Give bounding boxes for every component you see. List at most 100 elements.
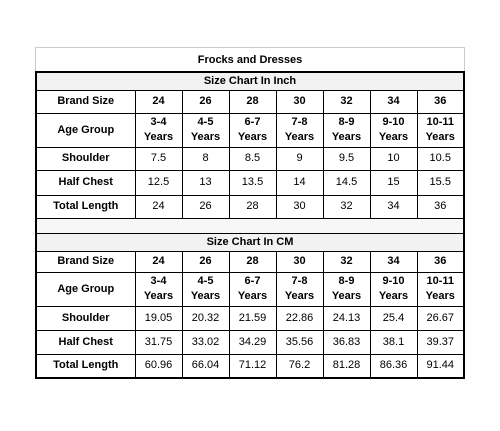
cell: 60.96 bbox=[134, 353, 183, 379]
table-row: Half Chest 12.5 13 13.5 14 14.5 15 15.5 bbox=[35, 169, 465, 196]
cell: 7.5 bbox=[134, 146, 183, 171]
cell: 9.5 bbox=[322, 146, 371, 171]
cell: 10-11 Years bbox=[416, 271, 465, 307]
cell: 26.67 bbox=[416, 305, 465, 331]
cell: 30 bbox=[275, 194, 324, 219]
table-row: Age Group 3-4 Years 4-5 Years 6-7 Years 7-8 … bbox=[35, 271, 465, 307]
cell: 9-10 Years bbox=[369, 112, 418, 148]
section-heading: Size Chart In CM bbox=[35, 232, 465, 252]
cell: 33.02 bbox=[181, 329, 230, 355]
cell: 28 bbox=[228, 250, 277, 273]
cell: 7-8 Years bbox=[275, 112, 324, 148]
table-row: Shoulder 19.05 20.32 21.59 22.86 24.13 25.4 26.… bbox=[35, 305, 465, 331]
section-heading: Size Chart In Inch bbox=[35, 71, 465, 91]
cell: 34 bbox=[369, 250, 418, 273]
cell: 38.1 bbox=[369, 329, 418, 355]
row-label: Shoulder bbox=[35, 305, 136, 331]
cell: 36 bbox=[416, 89, 465, 114]
row-label: Half Chest bbox=[35, 329, 136, 355]
cell: 4-5 Years bbox=[181, 112, 230, 148]
cell: 91.44 bbox=[416, 353, 465, 379]
cell: 14 bbox=[275, 169, 324, 196]
cell: 81.28 bbox=[322, 353, 371, 379]
row-label: Half Chest bbox=[35, 169, 136, 196]
cell: 4-5 Years bbox=[181, 271, 230, 307]
section-heading-row: Size Chart In Inch bbox=[35, 71, 465, 91]
cell: 39.37 bbox=[416, 329, 465, 355]
row-label: Brand Size bbox=[35, 89, 136, 114]
cell: 86.36 bbox=[369, 353, 418, 379]
cell: 31.75 bbox=[134, 329, 183, 355]
row-label: Total Length bbox=[35, 353, 136, 379]
cell: 36 bbox=[416, 250, 465, 273]
cell: 19.05 bbox=[134, 305, 183, 331]
cell: 8 bbox=[181, 146, 230, 171]
table-row: Age Group 3-4 Years 4-5 Years 6-7 Years 7-8 … bbox=[35, 112, 465, 148]
table-row: Total Length 60.96 66.04 71.12 76.2 81.28 86.3… bbox=[35, 353, 465, 379]
cell: 14.5 bbox=[322, 169, 371, 196]
chart-title: Frocks and Dresses bbox=[35, 47, 465, 71]
cell: 76.2 bbox=[275, 353, 324, 379]
table-row: Total Length 24 26 28 30 32 34 36 bbox=[35, 194, 465, 219]
table-row: Brand Size 24 26 28 30 32 34 36 bbox=[35, 250, 465, 273]
cell: 28 bbox=[228, 89, 277, 114]
cell: 66.04 bbox=[181, 353, 230, 379]
cell: 30 bbox=[275, 250, 324, 273]
cell: 20.32 bbox=[181, 305, 230, 331]
cell: 3-4 Years bbox=[134, 271, 183, 307]
cell: 24 bbox=[134, 250, 183, 273]
row-label: Total Length bbox=[35, 194, 136, 219]
cell: 10 bbox=[369, 146, 418, 171]
cell: 35.56 bbox=[275, 329, 324, 355]
cell: 6-7 Years bbox=[228, 112, 277, 148]
table-row: Brand Size 24 26 28 30 32 34 36 bbox=[35, 89, 465, 114]
cell: 15.5 bbox=[416, 169, 465, 196]
cell: 32 bbox=[322, 194, 371, 219]
cell: 28 bbox=[228, 194, 277, 219]
cell: 32 bbox=[322, 89, 371, 114]
cell: 26 bbox=[181, 194, 230, 219]
cell: 32 bbox=[322, 250, 371, 273]
cell: 7-8 Years bbox=[275, 271, 324, 307]
table-row: Half Chest 31.75 33.02 34.29 35.56 36.83 38.1 3… bbox=[35, 329, 465, 355]
cell: 36.83 bbox=[322, 329, 371, 355]
cell: 8.5 bbox=[228, 146, 277, 171]
row-label: Age Group bbox=[35, 271, 136, 307]
cell: 30 bbox=[275, 89, 324, 114]
cell: 15 bbox=[369, 169, 418, 196]
cell: 10.5 bbox=[416, 146, 465, 171]
row-label: Age Group bbox=[35, 112, 136, 148]
cell: 3-4 Years bbox=[134, 112, 183, 148]
cell: 24 bbox=[134, 194, 183, 219]
cell: 9-10 Years bbox=[369, 271, 418, 307]
cell: 12.5 bbox=[134, 169, 183, 196]
cell: 34 bbox=[369, 194, 418, 219]
cell: 25.4 bbox=[369, 305, 418, 331]
row-label: Brand Size bbox=[35, 250, 136, 273]
spacer-cell bbox=[35, 217, 465, 234]
cell: 22.86 bbox=[275, 305, 324, 331]
spacer-row bbox=[35, 217, 465, 234]
cell: 34 bbox=[369, 89, 418, 114]
cell: 24 bbox=[134, 89, 183, 114]
cell: 24.13 bbox=[322, 305, 371, 331]
cell: 9 bbox=[275, 146, 324, 171]
row-label: Shoulder bbox=[35, 146, 136, 171]
section-heading-row: Size Chart In CM bbox=[35, 232, 465, 252]
cell: 13 bbox=[181, 169, 230, 196]
size-chart: Frocks and Dresses Size Chart In Inch Bra… bbox=[35, 47, 465, 379]
cell: 6-7 Years bbox=[228, 271, 277, 307]
cell: 10-11 Years bbox=[416, 112, 465, 148]
cell: 71.12 bbox=[228, 353, 277, 379]
size-table: Size Chart In Inch Brand Size 24 26 28 30 32 34… bbox=[35, 71, 465, 379]
cell: 36 bbox=[416, 194, 465, 219]
cell: 21.59 bbox=[228, 305, 277, 331]
cell: 8-9 Years bbox=[322, 112, 371, 148]
cell: 26 bbox=[181, 89, 230, 114]
cell: 34.29 bbox=[228, 329, 277, 355]
table-row: Shoulder 7.5 8 8.5 9 9.5 10 10.5 bbox=[35, 146, 465, 171]
cell: 26 bbox=[181, 250, 230, 273]
cell: 8-9 Years bbox=[322, 271, 371, 307]
cell: 13.5 bbox=[228, 169, 277, 196]
